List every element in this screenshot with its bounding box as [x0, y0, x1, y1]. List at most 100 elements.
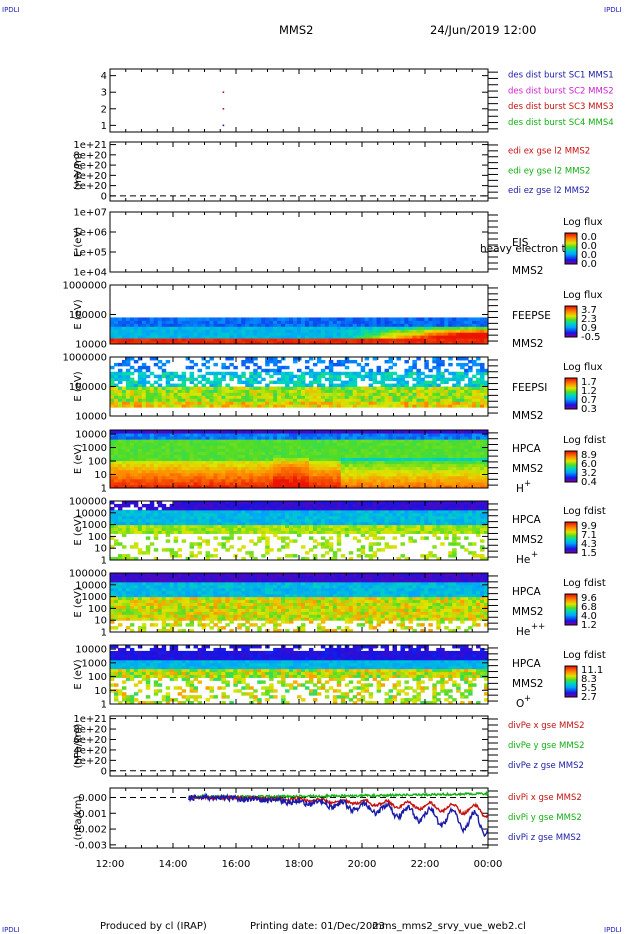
spectrogram-cell	[225, 341, 230, 345]
spectrogram-cell	[173, 392, 179, 396]
spectrogram-cell	[229, 481, 234, 486]
spectrogram-cell	[440, 445, 445, 449]
y-tick-label: 1e+05	[73, 248, 107, 259]
spectrogram-cell	[121, 515, 127, 520]
spectrogram-cell	[181, 475, 187, 480]
spectrogram-cell	[165, 338, 171, 342]
spectrogram-cell	[205, 527, 210, 531]
spectrogram-cell	[205, 506, 210, 511]
spectrogram-cell	[145, 451, 151, 455]
spectrogram-cell	[285, 433, 290, 437]
spectrogram-cell	[444, 317, 449, 321]
spectrogram-cell	[428, 457, 433, 462]
spectrogram-cell	[193, 383, 199, 387]
spectrogram-cell	[153, 536, 159, 540]
spectrogram-cell	[464, 368, 469, 373]
spectrogram-cell	[484, 335, 489, 339]
spectrogram-cell	[448, 454, 453, 458]
spectrogram-cell	[125, 472, 131, 477]
spectrogram-cell	[197, 374, 203, 379]
spectrogram-cell	[476, 401, 481, 405]
spectrogram-cell	[396, 341, 401, 345]
spectrogram-cell	[169, 401, 175, 405]
spectrogram-cell	[352, 460, 358, 465]
spectrogram-cell	[297, 320, 302, 324]
spectrogram-cell	[237, 475, 242, 480]
spectrogram-cell	[201, 377, 206, 382]
spectrogram-cell	[117, 542, 123, 546]
spectrogram-cell	[249, 395, 254, 399]
spectrogram-cell	[181, 539, 187, 543]
spectrogram-cell	[368, 460, 374, 465]
spectrogram-cell	[201, 389, 206, 393]
spectrogram-cell	[444, 404, 449, 408]
spectrogram-cell	[400, 374, 405, 379]
spectrogram-cell	[157, 518, 163, 523]
spectrogram-cell	[117, 398, 123, 402]
spectrogram-cell	[125, 469, 131, 474]
spectrogram-cell	[249, 433, 254, 437]
spectrogram-cell	[269, 521, 274, 526]
spectrogram-cell	[261, 506, 266, 511]
y-axis-label: (mV/m)	[73, 153, 84, 191]
spectrogram-cell	[110, 335, 115, 339]
spectrogram-cell	[137, 518, 143, 523]
spectrogram-cell	[125, 362, 131, 367]
spectrogram-cell	[197, 430, 203, 434]
spectrogram-cell	[173, 436, 179, 440]
spectrogram-cell	[416, 357, 421, 361]
spectrogram-cell	[432, 323, 437, 327]
spectrogram-cell	[229, 445, 234, 449]
spectrogram-cell	[476, 389, 481, 393]
spectrogram-cell	[173, 448, 179, 452]
spectrogram-cell	[400, 389, 405, 393]
spectrogram-cell	[440, 392, 445, 396]
spectrogram-cell	[261, 436, 266, 440]
spectrogram-cell	[448, 433, 453, 437]
spectrogram-cell	[241, 359, 246, 364]
spectrogram-cell	[117, 557, 123, 561]
spectrogram-cell	[241, 362, 246, 367]
colorbar-swatch	[565, 467, 577, 469]
spectrogram-cell	[440, 335, 445, 339]
spectrogram-cell	[253, 466, 258, 471]
spectrogram-cell	[332, 469, 338, 474]
spectrogram-cell	[328, 332, 334, 336]
spectrogram-cell	[396, 389, 401, 393]
spectrogram-cell	[233, 392, 238, 396]
spectrogram-cell	[149, 341, 155, 345]
spectrogram-cell	[133, 430, 139, 434]
spectrogram-cell	[336, 445, 342, 449]
spectrogram-cell	[340, 389, 346, 393]
spectrogram-cell	[265, 329, 270, 333]
spectrogram-cell	[336, 377, 342, 382]
spectrogram-cell	[177, 463, 183, 468]
spectrogram-cell	[336, 371, 342, 376]
spectrogram-cell	[141, 442, 147, 446]
spectrogram-cell	[273, 466, 278, 471]
spectrogram-cell	[169, 466, 175, 471]
spectrogram-cell	[472, 323, 477, 327]
spectrogram-cell	[428, 329, 433, 333]
spectrogram-cell	[209, 448, 214, 452]
spectrogram-cell	[153, 395, 159, 399]
spectrogram-cell	[273, 509, 278, 514]
spectrogram-cell	[432, 451, 437, 455]
spectrogram-cell	[125, 317, 131, 321]
spectrogram-cell	[261, 329, 266, 333]
spectrogram-cell	[149, 436, 155, 440]
spectrogram-cell	[293, 383, 298, 387]
spectrogram-cell	[444, 326, 449, 330]
spectrogram-cell	[125, 433, 131, 437]
spectrogram-cell	[113, 509, 119, 514]
spectrogram-cell	[340, 386, 346, 390]
spectrogram-cell	[356, 454, 362, 458]
spectrogram-cell	[372, 472, 378, 477]
spectrogram-cell	[233, 512, 238, 517]
spectrogram-cell	[173, 398, 179, 402]
colorbar-swatch	[565, 469, 577, 471]
spectrogram-cell	[229, 430, 234, 434]
spectrogram-cell	[241, 557, 246, 561]
spectrogram-cell	[293, 326, 298, 330]
spectrogram-cell	[328, 404, 334, 408]
